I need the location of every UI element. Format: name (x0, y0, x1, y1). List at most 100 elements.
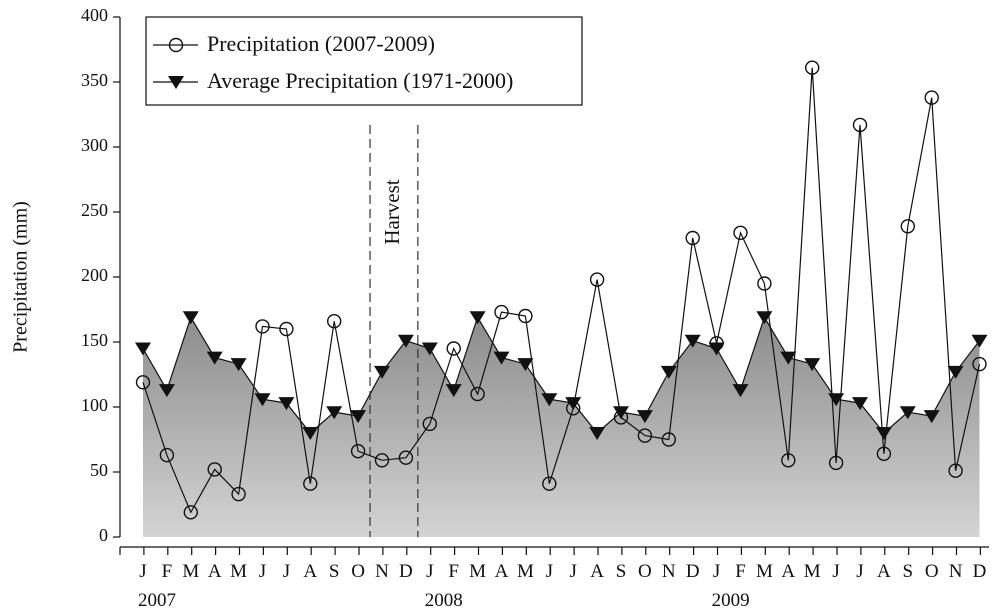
y-tick-label: 100 (81, 395, 108, 415)
precipitation-point (207, 462, 222, 477)
x-tick-label: M (756, 561, 773, 582)
x-tick-label: J (139, 561, 146, 582)
average-point (374, 365, 390, 379)
x-tick-label: A (495, 561, 509, 582)
precipitation-point (279, 321, 294, 337)
precipitation-point (613, 410, 629, 425)
x-tick-label: J (546, 561, 553, 582)
x-tick-label: F (162, 561, 173, 582)
precipitation-point (422, 416, 437, 432)
precipitation-point (398, 450, 414, 465)
average-point (923, 410, 940, 424)
x-tick-label: D (399, 561, 413, 582)
x-tick-label: O (638, 561, 652, 582)
average-point (445, 384, 462, 398)
precipitation-point (183, 505, 199, 520)
year-label: 2009 (712, 590, 750, 611)
precipitation-point (637, 428, 653, 443)
average-shaded-area (143, 317, 980, 537)
average-point (278, 397, 295, 411)
x-tick-label: F (735, 561, 746, 582)
x-tick-label: A (877, 561, 891, 582)
x-tick-label: M (517, 561, 534, 582)
average-point (350, 410, 367, 424)
y-tick-label: 150 (81, 330, 108, 350)
x-tick-label: N (375, 561, 389, 582)
y-tick-label: 250 (81, 200, 108, 220)
x-tick-label: A (781, 561, 795, 582)
y-tick-label: 300 (81, 135, 108, 155)
precipitation-point (542, 476, 557, 491)
x-tick-label: M (804, 561, 821, 582)
precipitation-point (709, 336, 724, 351)
precipitation-point (470, 386, 485, 402)
average-point (541, 393, 558, 407)
average-point (302, 427, 319, 440)
legend-average-marker (168, 76, 184, 89)
average-point (135, 342, 151, 356)
x-tick-label: M (182, 561, 199, 582)
average-point (708, 342, 725, 356)
precipitation-point (374, 453, 390, 468)
precipitation-point (924, 90, 939, 105)
x-tick-label: A (303, 561, 317, 582)
precipitation-point (231, 486, 246, 502)
average-point (971, 334, 988, 348)
precipitation-point (685, 230, 700, 246)
precipitation-point (828, 455, 844, 471)
precipitation-point (900, 219, 915, 234)
x-tick-label: O (925, 561, 939, 582)
x-tick-label: D (686, 561, 700, 582)
average-point (182, 311, 199, 325)
year-label: 2008 (425, 590, 463, 611)
legend-average-label: Average Precipitation (1971-2000) (207, 68, 513, 93)
average-point (732, 384, 749, 398)
precipitation-point (446, 341, 461, 356)
x-tick-label: J (426, 561, 433, 582)
precipitation-point (589, 272, 605, 287)
precipitation-point (159, 447, 175, 463)
average-point (852, 397, 868, 411)
precipitation-point (972, 356, 987, 372)
precipitation-line (142, 67, 981, 514)
x-tick-label: D (973, 561, 987, 582)
legend-box (145, 16, 583, 106)
x-tick-label: J (856, 561, 863, 582)
average-point (613, 406, 629, 420)
harvest-label: Harvest (380, 179, 404, 244)
precipitation-point (494, 304, 509, 320)
y-axis-title: Precipitation (mm) (10, 201, 32, 353)
precipitation-point (135, 375, 151, 390)
x-tick-label: F (448, 561, 459, 582)
average-point (565, 397, 582, 411)
x-tick-label: J (832, 561, 839, 582)
x-tick-label: J (259, 561, 266, 582)
legend-precipitation-marker (168, 37, 184, 53)
average-point (326, 406, 343, 420)
average-point (875, 427, 892, 440)
year-label: 2007 (138, 590, 176, 611)
average-point (684, 334, 701, 348)
legend: Precipitation (2007-2009) Average Precipi… (145, 16, 583, 106)
legend-precipitation-label: Precipitation (2007-2009) (207, 31, 435, 56)
average-point (421, 342, 438, 356)
x-tick-label: S (616, 561, 627, 582)
series-layer (135, 60, 988, 520)
precipitation-point (805, 60, 820, 75)
average-point (660, 365, 677, 379)
y-tick-label: 50 (90, 460, 108, 480)
x-tick-label: M (469, 561, 486, 582)
x-tick-label: O (351, 561, 365, 582)
x-tick-label: J (569, 561, 576, 582)
precipitation-point (661, 432, 676, 447)
y-tick-label: 400 (81, 5, 108, 25)
average-point (780, 351, 797, 365)
precipitation-point (852, 117, 868, 133)
precipitation-point (327, 314, 342, 329)
x-tick-label: S (329, 561, 340, 582)
average-point (804, 358, 821, 372)
average-point (589, 427, 606, 440)
precipitation-point (255, 319, 270, 334)
average-point (397, 334, 414, 348)
